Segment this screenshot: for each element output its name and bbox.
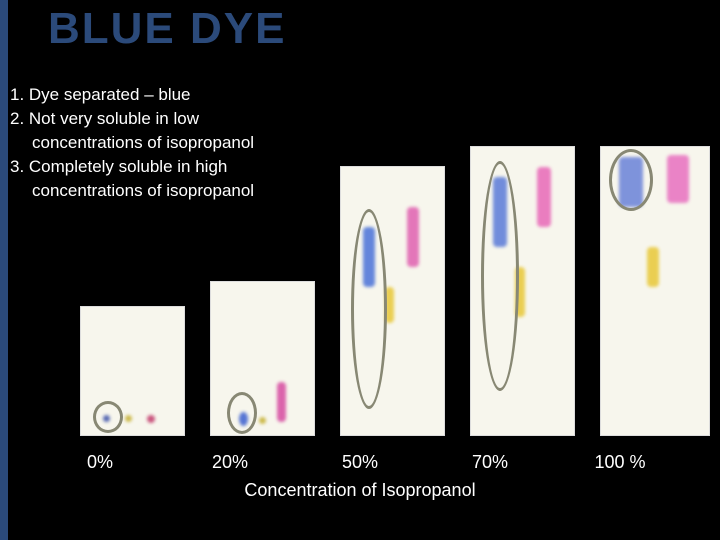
highlight-oval — [609, 149, 653, 211]
highlight-oval — [227, 392, 257, 434]
tlc-strip — [80, 306, 185, 436]
highlight-oval — [93, 401, 123, 433]
x-axis-label: Concentration of Isopropanol — [200, 480, 520, 501]
observation-line: 2. Not very soluble in low — [10, 108, 370, 130]
tlc-strip — [470, 146, 575, 436]
dye-spot — [147, 415, 155, 423]
dye-spot — [537, 167, 551, 227]
dye-spot — [277, 382, 286, 422]
concentration-value: 20% — [200, 452, 260, 473]
observation-line: concentrations of isopropanol — [10, 132, 370, 154]
tlc-strip — [600, 146, 710, 436]
chromatography-strips — [40, 156, 700, 436]
concentration-value: 0% — [70, 452, 130, 473]
tlc-strip — [210, 281, 315, 436]
dye-spot — [125, 415, 132, 422]
dye-spot — [647, 247, 659, 287]
concentration-value: 70% — [460, 452, 520, 473]
tlc-strip — [340, 166, 445, 436]
dye-spot — [667, 155, 689, 203]
highlight-oval — [481, 161, 519, 391]
concentration-value: 100 % — [590, 452, 650, 473]
slide-title: BLUE DYE — [48, 4, 286, 54]
left-sidebar-stripe — [0, 0, 8, 540]
dye-spot — [407, 207, 419, 267]
highlight-oval — [351, 209, 387, 409]
observation-line: 1. Dye separated – blue — [10, 84, 370, 106]
concentration-value: 50% — [330, 452, 390, 473]
dye-spot — [259, 417, 266, 424]
